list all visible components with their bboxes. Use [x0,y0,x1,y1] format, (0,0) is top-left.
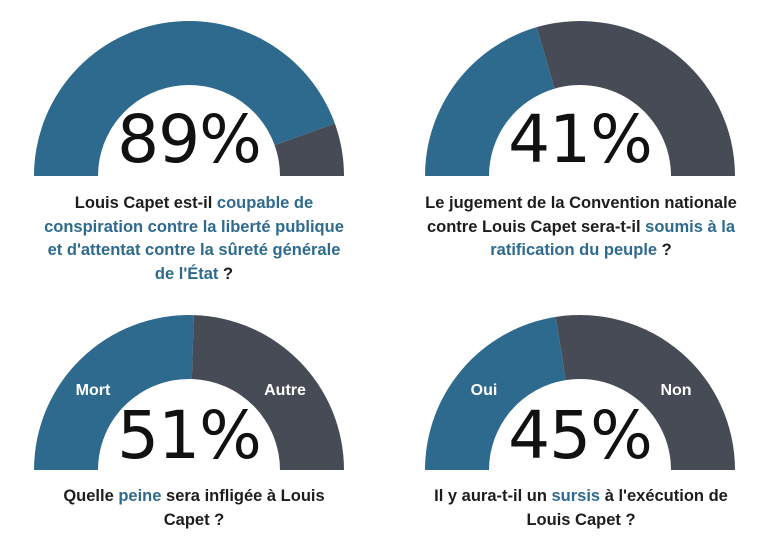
gauge-2-segment-2 [536,21,735,177]
gauge-3-segment-1 [34,315,194,470]
question-2-text: Le jugement de la Convention nationale c… [425,194,737,236]
gauge-3-segment-label-1: Mort [76,382,111,399]
gauge-panel-2: 41% Le jugement de la Convention nationa… [384,0,768,280]
gauge-chart-1: 89% [34,20,344,178]
gauge-chart-4: Oui Non 45% [425,315,735,474]
gauge-3-segment-label-2: Autre [264,382,306,399]
gauge-percent-4: 45% [508,397,652,474]
question-1-text: Louis Capet est-il [74,194,217,212]
gauge-3-segment-2 [191,315,344,470]
question-1: Louis Capet est-il coupable de conspirat… [40,192,348,286]
gauge-4-segment-2 [555,315,735,470]
question-4-highlight: sursis [551,487,601,505]
question-2-highlight: soumis à la ratification du peuple [490,217,736,260]
gauge-4-segment-label-2: Non [660,382,691,399]
gauge-4-segment-1 [425,316,566,470]
gauge-panel-4: Oui Non 45% Il y aura-t-il un sursis à l'… [384,280,768,559]
gauge-1-segment-1 [34,20,335,176]
question-3-text: Quelle [63,487,119,505]
gauge-percent-3: 51% [117,397,261,474]
gauge-4-segment-label-1: Oui [471,382,498,399]
question-4-end: à l'exécution de Louis Capet ? [526,487,728,529]
gauge-percent-2: 41% [508,101,652,178]
question-3-end: sera infligée à Louis Capet ? [161,487,325,529]
question-2: Le jugement de la Convention nationale c… [418,192,744,263]
gauge-percent-1: 89% [117,101,261,178]
gauge-chart-2: 41% [425,21,735,178]
gauge-2-segment-1 [425,27,555,176]
gauge-panel-1: 89% Louis Capet est-il coupable de consp… [0,0,384,283]
question-3: Quelle peine sera infligée à Louis Capet… [40,485,348,532]
question-1-highlight: coupable de conspiration contre la liber… [44,194,344,283]
question-2-end: ? [657,241,672,259]
gauge-1-segment-2 [274,123,344,176]
question-3-highlight: peine [118,487,162,505]
gauge-chart-3: Mort Autre 51% [34,315,344,474]
gauge-panel-3: Mort Autre 51% Quelle peine sera infligée… [0,280,384,559]
question-4: Il y aura-t-il un sursis à l'exécution d… [418,485,744,532]
question-1-end: ? [218,264,234,283]
question-4-text: Il y aura-t-il un [434,487,552,505]
